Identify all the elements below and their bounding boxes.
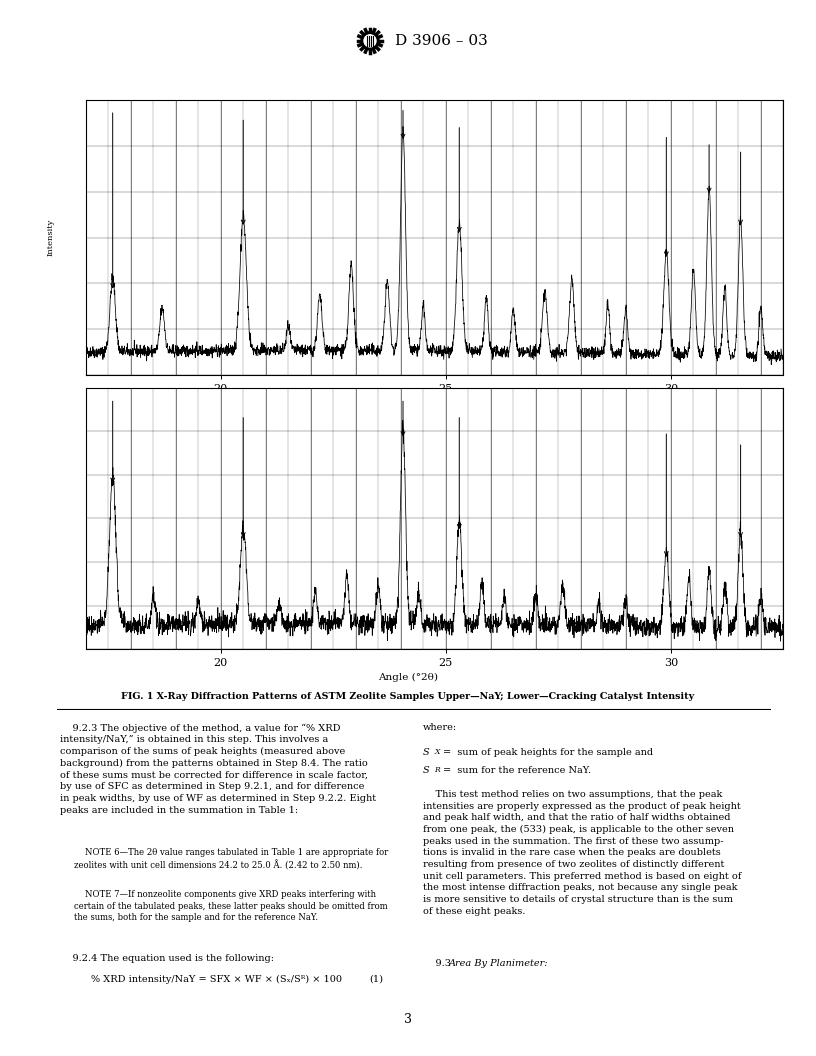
Circle shape: [361, 32, 379, 50]
Text: Angle (°2θ): Angle (°2θ): [378, 673, 438, 682]
Text: 3: 3: [404, 1014, 412, 1026]
Circle shape: [364, 35, 376, 46]
Text: Area By Planimeter:: Area By Planimeter:: [449, 959, 548, 968]
Text: 9.2.3 The objective of the method, a value for “% XRD
intensity/NaY,” is obtaine: 9.2.3 The objective of the method, a val…: [60, 723, 375, 814]
Text: =  sum for the reference NaY.: = sum for the reference NaY.: [443, 766, 592, 775]
Text: NOTE 7—If nonzeolite components give XRD peaks interfering with
certain of the t: NOTE 7—If nonzeolite components give XRD…: [74, 890, 388, 922]
Text: X: X: [434, 748, 440, 756]
Text: 9.3: 9.3: [423, 959, 454, 968]
Text: =  sum of peak heights for the sample and: = sum of peak heights for the sample and: [443, 748, 654, 757]
Text: R: R: [434, 766, 440, 774]
Text: % XRD intensity/NaY = SFX × WF × (Sₓ/Sᴿ) × 100: % XRD intensity/NaY = SFX × WF × (Sₓ/Sᴿ)…: [91, 975, 342, 984]
Text: NOTE 6—The 2θ value ranges tabulated in Table 1 are appropriate for
zeolites wit: NOTE 6—The 2θ value ranges tabulated in …: [74, 848, 388, 870]
Text: S: S: [423, 766, 429, 775]
Text: D 3906 – 03: D 3906 – 03: [395, 34, 488, 48]
Text: FIG. 1 X-Ray Diffraction Patterns of ASTM Zeolite Samples Upper—NaY; Lower—Crack: FIG. 1 X-Ray Diffraction Patterns of AST…: [122, 692, 694, 701]
Text: (1): (1): [370, 975, 384, 984]
Text: This test method relies on two assumptions, that the peak
intensities are proper: This test method relies on two assumptio…: [423, 790, 741, 916]
Text: S: S: [423, 748, 429, 757]
Text: where:: where:: [423, 723, 457, 733]
Text: Intensity: Intensity: [47, 219, 55, 257]
Text: 9.2.4 The equation used is the following:: 9.2.4 The equation used is the following…: [60, 954, 273, 963]
